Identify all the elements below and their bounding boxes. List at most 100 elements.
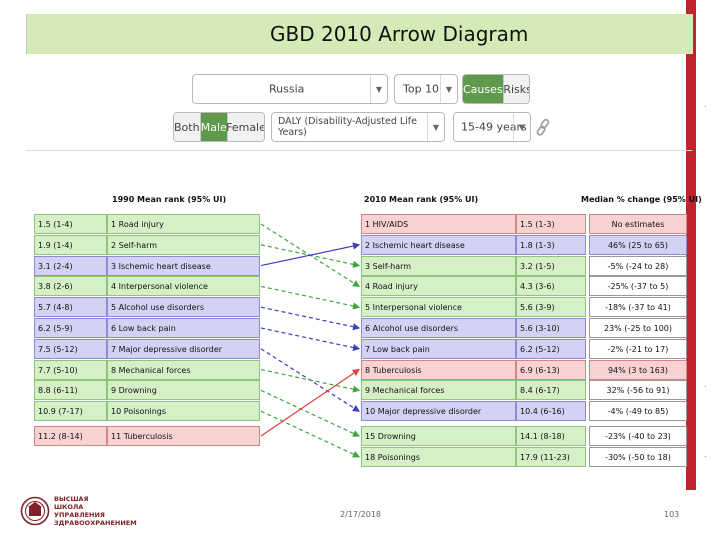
left-rank-cell: 8.8 (6-11) <box>34 380 107 401</box>
risks-button[interactable]: Risks <box>503 75 529 103</box>
left-rank-cell: 1.9 (1-4) <box>34 234 107 255</box>
right-cause-cell: 6 Alcohol use disorders <box>361 318 516 338</box>
right-rank-cell: 1.8 (1-3) <box>516 234 586 255</box>
left-rank-cell: 11.2 (8-14) <box>34 426 107 446</box>
change-cell: -4% (-49 to 85) <box>589 401 687 422</box>
age-select-value: 15-49 years <box>461 120 527 134</box>
change-cell: -5% (-24 to 28) <box>589 255 687 276</box>
right-rank-cell: 8.4 (6-17) <box>516 380 586 401</box>
left-rank-cell: 1.5 (1-4) <box>34 214 107 234</box>
top-n-select-value: Top 10 <box>403 82 440 96</box>
right-rank-cell: 5.6 (3-10) <box>516 318 586 338</box>
change-cell: -30% (-50 to 18) <box>589 446 687 467</box>
left-rank-cell: 7.7 (5-10) <box>34 359 107 380</box>
right-cause-cell: 8 Tuberculosis <box>361 359 516 380</box>
logo-line: ЗДРАВООХРАНЕНИЕМ <box>54 519 137 527</box>
rank-arrow <box>260 369 361 393</box>
logo-line: ВЫСШАЯ <box>54 495 89 503</box>
sex-toggle[interactable]: Both Male Female <box>173 112 265 142</box>
both-button[interactable]: Both <box>174 113 201 141</box>
change-cell: 94% (3 to 163) <box>589 359 687 380</box>
rank-arrow <box>260 306 361 331</box>
rank-arrow <box>260 327 361 352</box>
right-cause-cell: 10 Major depressive disorder <box>361 401 516 422</box>
left-cause-cell: 6 Low back pain <box>107 318 260 338</box>
page-title: GBD 2010 Arrow Diagram <box>270 22 529 46</box>
change-cell: -18% (-37 to 41) <box>589 297 687 318</box>
chevron-down-icon: ▼ <box>513 113 530 141</box>
right-cause-cell: 15 Drowning <box>361 426 516 446</box>
right-rank-cell: 3.2 (1-5) <box>516 255 586 276</box>
header-change: Median % change (95% UI) <box>581 195 702 204</box>
right-cause-cell: 9 Mechanical forces <box>361 380 516 401</box>
right-rank-cell: 14.1 (8-18) <box>516 426 586 446</box>
right-cause-cell: 2 Ischemic heart disease <box>361 234 516 255</box>
rank-arrow <box>260 242 361 267</box>
change-cell: -23% (-40 to 23) <box>589 426 687 446</box>
right-rank-cell: 6.9 (6-13) <box>516 359 586 380</box>
chevron-down-icon: ▼ <box>427 113 444 141</box>
rank-arrow <box>260 285 361 310</box>
right-rank-cell: 5.6 (3-9) <box>516 297 586 318</box>
age-select[interactable]: 15-49 years ▼ <box>453 112 531 142</box>
country-select-value: Russia <box>269 82 305 96</box>
right-rank-cell: 1.5 (1-3) <box>516 214 586 234</box>
left-cause-cell: 11 Tuberculosis <box>107 426 260 446</box>
right-cause-cell: 5 Interpersonal violence <box>361 297 516 318</box>
school-logo-icon <box>20 496 50 526</box>
left-rank-cell: 5.7 (4-8) <box>34 297 107 318</box>
left-rank-cell: 7.5 (5-12) <box>34 338 107 359</box>
change-cell: 32% (-56 to 91) <box>589 380 687 401</box>
top-n-select[interactable]: Top 10 ▼ <box>394 74 458 104</box>
metric-select[interactable]: DALY (Disability-Adjusted Life Years) ▼ <box>271 112 445 142</box>
right-cause-cell: 18 Poisonings <box>361 446 516 467</box>
left-cause-cell: 5 Alcohol use disorders <box>107 297 260 318</box>
left-cause-cell: 7 Major depressive disorder <box>107 338 260 359</box>
chevron-down-icon: ▼ <box>440 75 457 103</box>
margin-dot: . <box>704 450 707 460</box>
left-rank-cell: 3.1 (2-4) <box>34 255 107 276</box>
left-cause-cell: 2 Self-harm <box>107 234 260 255</box>
controls-panel <box>26 62 692 151</box>
slide-accent-bar <box>686 0 696 490</box>
causes-button[interactable]: Causes <box>463 75 504 103</box>
right-rank-cell: 6.2 (5-12) <box>516 338 586 359</box>
right-rank-cell: 4.3 (3-6) <box>516 276 586 297</box>
right-rank-cell: 10.4 (6-16) <box>516 401 586 422</box>
change-cell: 46% (25 to 65) <box>589 234 687 255</box>
right-cause-cell: 4 Road injury <box>361 276 516 297</box>
cause-risk-toggle[interactable]: Causes Risks <box>462 74 530 104</box>
link-icon[interactable] <box>536 118 550 136</box>
country-select[interactable]: Russia ▼ <box>192 74 388 104</box>
male-button[interactable]: Male <box>200 113 228 141</box>
title-bar <box>26 14 693 54</box>
logo-line: УПРАВЛЕНИЯ <box>54 511 105 519</box>
metric-select-value: DALY (Disability-Adjusted Life Years) <box>278 116 417 138</box>
right-cause-cell: 3 Self-harm <box>361 255 516 276</box>
left-cause-cell: 4 Interpersonal violence <box>107 276 260 297</box>
left-cause-cell: 9 Drowning <box>107 380 260 401</box>
left-cause-cell: 8 Mechanical forces <box>107 359 260 380</box>
rank-arrow <box>260 389 361 437</box>
rank-arrow <box>260 368 360 437</box>
margin-dot: . <box>704 100 707 110</box>
left-cause-cell: 3 Ischemic heart disease <box>107 255 260 276</box>
right-cause-cell: 1 HIV/AIDS <box>361 214 516 234</box>
female-button[interactable]: Female <box>226 113 264 141</box>
rank-arrow <box>260 410 361 458</box>
left-rank-cell: 10.9 (7-17) <box>34 401 107 422</box>
header-2010: 2010 Mean rank (95% UI) <box>364 195 479 204</box>
slide-date: 2/17/2018 <box>340 510 382 519</box>
left-rank-cell: 6.2 (5-9) <box>34 318 107 338</box>
header-1990: 1990 Mean rank (95% UI) <box>112 195 227 204</box>
right-rank-cell: 17.9 (11-23) <box>516 446 586 467</box>
change-cell: -25% (-37 to 5) <box>589 276 687 297</box>
left-cause-cell: 1 Road injury <box>107 214 260 234</box>
logo-line: ШКОЛА <box>54 503 84 511</box>
slide-number: 103 <box>664 510 680 519</box>
change-cell: -2% (-21 to 17) <box>589 338 687 359</box>
change-cell: No estimates <box>589 214 687 234</box>
margin-dot: . <box>704 380 707 390</box>
right-cause-cell: 7 Low back pain <box>361 338 516 359</box>
